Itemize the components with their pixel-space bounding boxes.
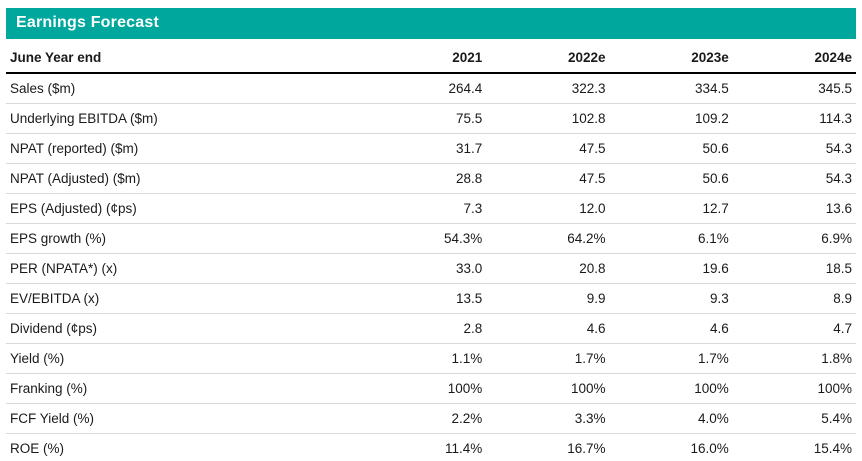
table-row: NPAT (Adjusted) ($m) 28.8 47.5 50.6 54.3 bbox=[6, 163, 856, 194]
row-label: Yield (%) bbox=[6, 343, 363, 374]
row-label: ROE (%) bbox=[6, 433, 363, 461]
row-label: EPS growth (%) bbox=[6, 223, 363, 254]
row-value: 100% bbox=[363, 373, 487, 404]
row-value: 100% bbox=[486, 373, 610, 404]
row-value: 2.8 bbox=[363, 313, 487, 344]
row-value: 16.7% bbox=[486, 433, 610, 461]
row-value: 13.6 bbox=[732, 193, 856, 224]
row-value: 4.7 bbox=[732, 313, 856, 344]
table-row: Yield (%) 1.1% 1.7% 1.7% 1.8% bbox=[6, 343, 856, 374]
row-value: 114.3 bbox=[732, 103, 856, 134]
row-label: EV/EBITDA (x) bbox=[6, 283, 363, 314]
row-value: 100% bbox=[732, 373, 856, 404]
row-label: Franking (%) bbox=[6, 373, 363, 404]
row-value: 13.5 bbox=[363, 283, 487, 314]
table-row: ROE (%) 11.4% 16.7% 16.0% 15.4% bbox=[6, 433, 856, 461]
row-label: FCF Yield (%) bbox=[6, 403, 363, 434]
row-value: 1.7% bbox=[486, 343, 610, 374]
row-value: 6.9% bbox=[732, 223, 856, 254]
table-row: PER (NPATA*) (x) 33.0 20.8 19.6 18.5 bbox=[6, 253, 856, 284]
row-label: Sales ($m) bbox=[6, 73, 363, 104]
row-label: Dividend (¢ps) bbox=[6, 313, 363, 344]
section-title-bar: Earnings Forecast bbox=[6, 8, 856, 39]
row-value: 345.5 bbox=[732, 73, 856, 104]
table-row: NPAT (reported) ($m) 31.7 47.5 50.6 54.3 bbox=[6, 133, 856, 164]
row-value: 75.5 bbox=[363, 103, 487, 134]
table-row: Underlying EBITDA ($m) 75.5 102.8 109.2 114.… bbox=[6, 103, 856, 134]
row-value: 12.7 bbox=[609, 193, 733, 224]
row-value: 1.1% bbox=[363, 343, 487, 374]
row-value: 7.3 bbox=[363, 193, 487, 224]
row-value: 54.3 bbox=[732, 133, 856, 164]
table-header-row: June Year end 2021 2022e 2023e 2024e bbox=[6, 43, 856, 74]
earnings-forecast-table: June Year end 2021 2022e 2023e 2024e Sal… bbox=[6, 43, 856, 461]
row-label: EPS (Adjusted) (¢ps) bbox=[6, 193, 363, 224]
row-value: 31.7 bbox=[363, 133, 487, 164]
row-value: 50.6 bbox=[609, 133, 733, 164]
section-title: Earnings Forecast bbox=[16, 14, 160, 31]
row-value: 6.1% bbox=[609, 223, 733, 254]
table-row: EV/EBITDA (x) 13.5 9.9 9.3 8.9 bbox=[6, 283, 856, 314]
row-value: 100% bbox=[609, 373, 733, 404]
row-label: NPAT (Adjusted) ($m) bbox=[6, 163, 363, 194]
row-value: 47.5 bbox=[486, 163, 610, 194]
row-value: 64.2% bbox=[486, 223, 610, 254]
row-value: 2.2% bbox=[363, 403, 487, 434]
column-header-2024e: 2024e bbox=[732, 43, 856, 74]
table-row: EPS (Adjusted) (¢ps) 7.3 12.0 12.7 13.6 bbox=[6, 193, 856, 224]
row-label: NPAT (reported) ($m) bbox=[6, 133, 363, 164]
column-header-2023e: 2023e bbox=[609, 43, 733, 74]
row-value: 4.0% bbox=[609, 403, 733, 434]
table-body: Sales ($m) 264.4 322.3 334.5 345.5 Underlying… bbox=[6, 73, 856, 461]
row-value: 334.5 bbox=[609, 73, 733, 104]
column-header-label: June Year end bbox=[6, 43, 363, 74]
row-label: PER (NPATA*) (x) bbox=[6, 253, 363, 284]
row-value: 1.7% bbox=[609, 343, 733, 374]
row-value: 20.8 bbox=[486, 253, 610, 284]
row-value: 8.9 bbox=[732, 283, 856, 314]
row-value: 3.3% bbox=[486, 403, 610, 434]
row-value: 33.0 bbox=[363, 253, 487, 284]
row-value: 4.6 bbox=[486, 313, 610, 344]
row-value: 102.8 bbox=[486, 103, 610, 134]
row-value: 5.4% bbox=[732, 403, 856, 434]
row-value: 11.4% bbox=[363, 433, 487, 461]
row-value: 4.6 bbox=[609, 313, 733, 344]
row-value: 1.8% bbox=[732, 343, 856, 374]
row-value: 47.5 bbox=[486, 133, 610, 164]
row-label: Underlying EBITDA ($m) bbox=[6, 103, 363, 134]
row-value: 9.9 bbox=[486, 283, 610, 314]
row-value: 12.0 bbox=[486, 193, 610, 224]
row-value: 54.3 bbox=[732, 163, 856, 194]
row-value: 9.3 bbox=[609, 283, 733, 314]
row-value: 322.3 bbox=[486, 73, 610, 104]
table-row: Sales ($m) 264.4 322.3 334.5 345.5 bbox=[6, 73, 856, 104]
table-row: EPS growth (%) 54.3% 64.2% 6.1% 6.9% bbox=[6, 223, 856, 254]
column-header-2022e: 2022e bbox=[486, 43, 610, 74]
table-row: Dividend (¢ps) 2.8 4.6 4.6 4.7 bbox=[6, 313, 856, 344]
row-value: 18.5 bbox=[732, 253, 856, 284]
row-value: 15.4% bbox=[732, 433, 856, 461]
row-value: 264.4 bbox=[363, 73, 487, 104]
column-header-2021: 2021 bbox=[363, 43, 487, 74]
row-value: 19.6 bbox=[609, 253, 733, 284]
row-value: 28.8 bbox=[363, 163, 487, 194]
table-row: FCF Yield (%) 2.2% 3.3% 4.0% 5.4% bbox=[6, 403, 856, 434]
row-value: 50.6 bbox=[609, 163, 733, 194]
table-row: Franking (%) 100% 100% 100% 100% bbox=[6, 373, 856, 404]
row-value: 109.2 bbox=[609, 103, 733, 134]
row-value: 54.3% bbox=[363, 223, 487, 254]
row-value: 16.0% bbox=[609, 433, 733, 461]
